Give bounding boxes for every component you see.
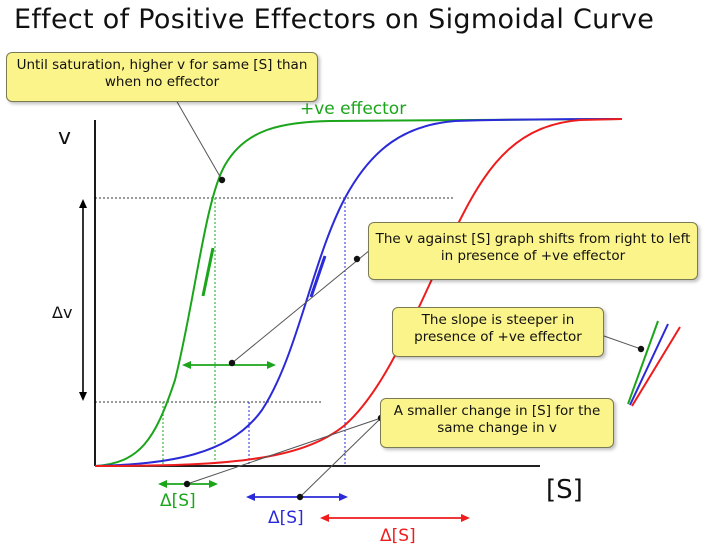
note-slope: The slope is steeper in presence of +ve …: [392, 307, 604, 357]
tangent-green: [201, 247, 215, 297]
note-shift: The v against [S] graph shifts from righ…: [368, 222, 698, 280]
x-axis-label: [S]: [546, 475, 583, 505]
note-change: A smaller change in [S] for the same cha…: [380, 398, 614, 448]
slope-comparison: [627, 320, 681, 407]
diagram-title: Effect of Positive Effectors on Sigmoida…: [14, 4, 655, 35]
delta-s-label-blue: Δ[S]: [268, 508, 304, 528]
note-saturation: Until saturation, higher v for same [S] …: [6, 52, 318, 102]
curve-positive-effector: [94, 118, 623, 467]
callout-pointers: [175, 99, 642, 498]
curve-no-effector: [94, 118, 623, 467]
tangent-blue: [309, 255, 327, 298]
y-axis-label: v: [58, 125, 71, 150]
guide-lines: [95, 197, 455, 403]
delta-v-label: Δv: [52, 303, 72, 322]
delta-s-label-red: Δ[S]: [380, 526, 416, 546]
delta-s-label-green: Δ[S]: [160, 491, 196, 511]
curve-label-positive-effector: +ve effector: [300, 99, 406, 119]
guide-lines-green: [162, 198, 216, 466]
guide-lines-blue: [248, 198, 346, 466]
